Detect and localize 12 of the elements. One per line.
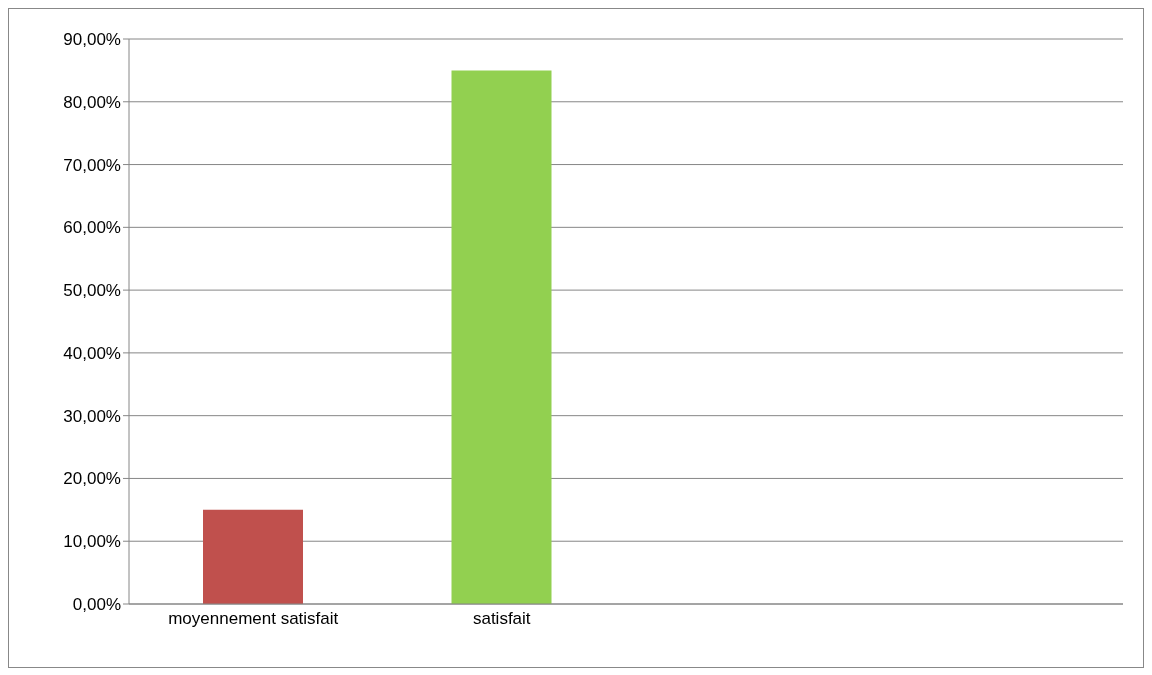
y-tick-label: 30,00%	[63, 406, 121, 426]
y-tick-label: 0,00%	[72, 595, 121, 615]
y-tick-label: 80,00%	[63, 92, 121, 112]
y-tick-label: 70,00%	[63, 155, 121, 175]
y-tick-label: 60,00%	[63, 218, 121, 238]
y-tick-label: 90,00%	[63, 30, 121, 50]
y-tick-label: 20,00%	[63, 469, 121, 489]
y-tick-label: 50,00%	[63, 281, 121, 301]
y-tick-label: 40,00%	[63, 343, 121, 363]
x-tick-label: moyennement satisfait	[168, 609, 339, 629]
y-tick-label: 10,00%	[63, 532, 121, 552]
x-tick-label: satisfait	[472, 609, 531, 629]
